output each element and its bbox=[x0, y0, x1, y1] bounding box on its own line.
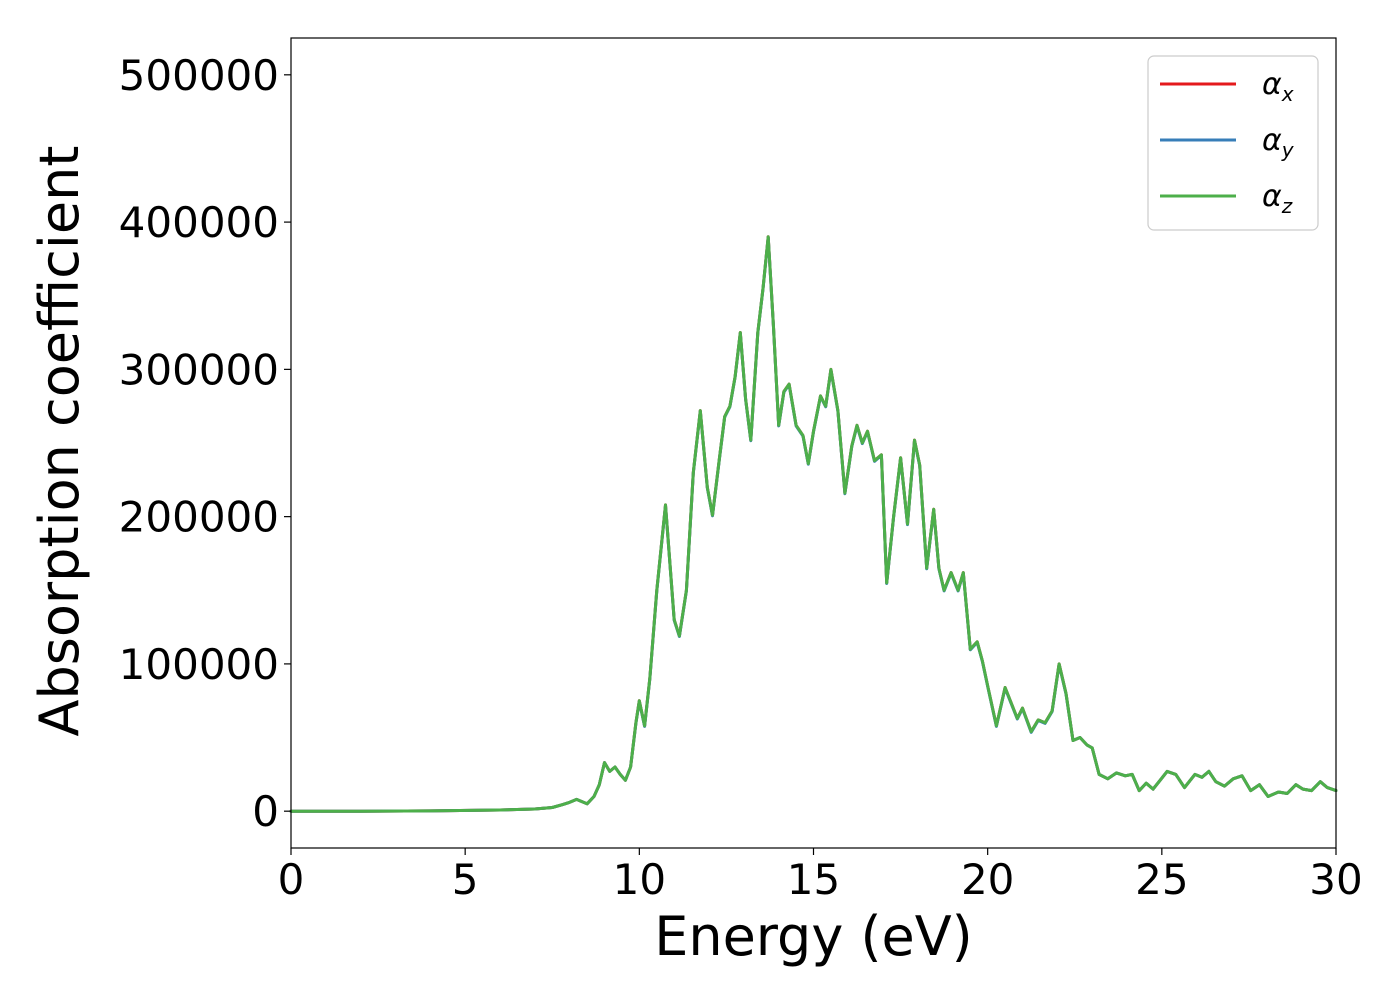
y-tick-label: 400000 bbox=[119, 198, 279, 247]
y-tick-label: 300000 bbox=[119, 345, 279, 394]
legend-label-alpha-z: αz bbox=[1262, 179, 1293, 218]
x-tick-label: 25 bbox=[1135, 855, 1188, 904]
y-tick-label: 500000 bbox=[119, 51, 279, 100]
x-tick-label: 10 bbox=[613, 855, 666, 904]
legend-symbol: α bbox=[1262, 123, 1282, 158]
legend-symbol: α bbox=[1262, 179, 1282, 214]
legend-subscript: y bbox=[1281, 138, 1295, 162]
x-tick-label: 0 bbox=[278, 855, 305, 904]
x-tick-label: 5 bbox=[452, 855, 479, 904]
y-axis: 0 100000 200000 300000 400000 500000 bbox=[119, 51, 291, 836]
legend-label-alpha-x: αx bbox=[1262, 67, 1294, 106]
y-axis-label: Absorption coefficient bbox=[28, 146, 91, 737]
series-line-alpha-x bbox=[289, 235, 1338, 813]
x-axis-label: Energy (eV) bbox=[654, 905, 973, 968]
plot-lines bbox=[289, 235, 1338, 813]
legend-symbol: α bbox=[1262, 67, 1282, 102]
legend-subscript: z bbox=[1281, 194, 1293, 218]
series-line-alpha-z bbox=[289, 235, 1338, 813]
y-tick-label: 200000 bbox=[119, 493, 279, 542]
legend-subscript: x bbox=[1281, 82, 1294, 106]
x-tick-label: 30 bbox=[1309, 855, 1362, 904]
x-axis: 0 5 10 15 20 25 30 bbox=[278, 848, 1363, 904]
y-tick-label: 100000 bbox=[119, 640, 279, 689]
legend-box bbox=[1147, 55, 1319, 231]
y-tick-label: 0 bbox=[252, 787, 279, 836]
legend-label-alpha-y: αy bbox=[1262, 123, 1295, 162]
series-line-alpha-y bbox=[289, 235, 1338, 813]
x-tick-label: 20 bbox=[961, 855, 1014, 904]
x-tick-label: 15 bbox=[787, 855, 840, 904]
